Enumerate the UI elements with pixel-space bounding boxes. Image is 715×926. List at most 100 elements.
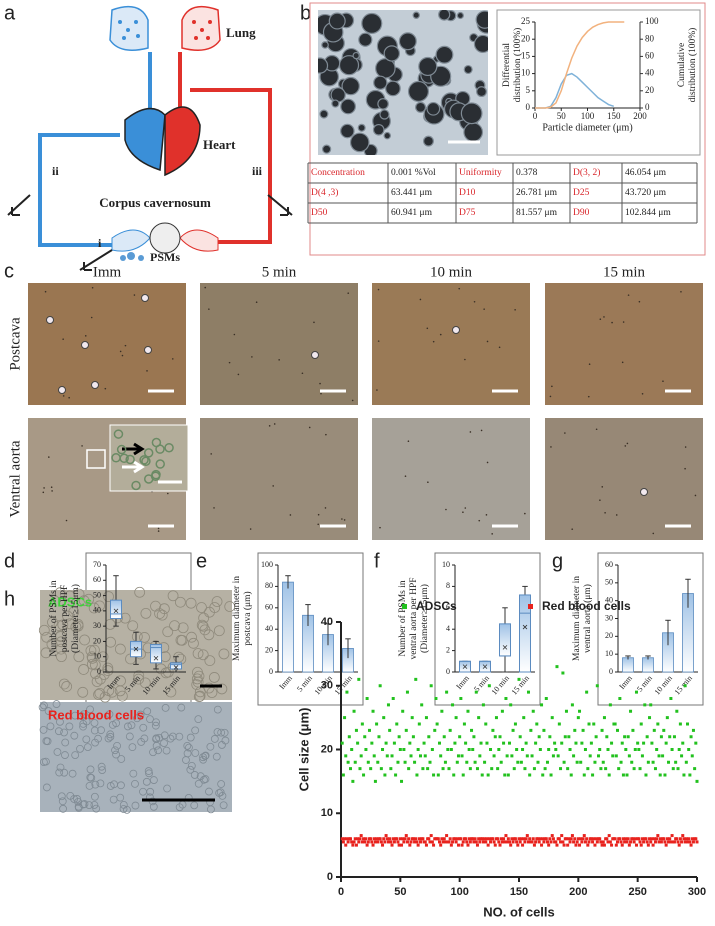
point [564, 709, 568, 713]
point [504, 834, 508, 838]
cell [53, 748, 62, 756]
point [665, 837, 669, 841]
cell [188, 637, 199, 649]
microsphere [361, 12, 383, 35]
texture [251, 356, 253, 358]
texture [599, 499, 601, 501]
texture [432, 340, 435, 343]
point [409, 754, 413, 758]
cell [55, 630, 67, 642]
point [576, 716, 580, 720]
y-tick-label: 40 [605, 595, 613, 604]
cell [192, 648, 204, 659]
point [531, 837, 535, 841]
y-axis-label: ventral aorta (μm) [582, 584, 593, 653]
cell [68, 606, 80, 618]
texture [81, 445, 83, 447]
point [640, 754, 644, 758]
point [436, 773, 440, 777]
legend-label: Red blood cells [542, 599, 631, 613]
point [537, 840, 541, 844]
point [606, 840, 610, 844]
cells [38, 586, 236, 814]
texture [44, 290, 47, 293]
point [344, 754, 348, 758]
point [572, 840, 576, 844]
point [611, 754, 615, 758]
point [354, 728, 358, 732]
cell [139, 455, 149, 465]
point [649, 840, 653, 844]
point [491, 728, 495, 732]
cell [206, 687, 218, 698]
point [413, 760, 417, 764]
texture [62, 338, 64, 340]
microsphere [321, 41, 329, 49]
cell [96, 779, 105, 788]
cell [143, 707, 152, 716]
point [432, 773, 436, 777]
cell [134, 586, 146, 598]
point [561, 671, 565, 675]
cell [42, 737, 51, 745]
point [551, 754, 555, 758]
point [675, 709, 679, 713]
y-axis-label: distribution (100%) [512, 28, 523, 103]
point [369, 837, 373, 841]
cell [183, 749, 192, 758]
panel-label: c [4, 260, 14, 282]
point [624, 748, 628, 751]
particle [311, 351, 319, 359]
microsphere [476, 86, 487, 98]
point [541, 773, 545, 777]
microsphere [383, 131, 392, 140]
point [354, 843, 358, 847]
point [363, 735, 367, 739]
point [411, 837, 415, 841]
microsphere [407, 80, 430, 102]
cell [193, 691, 205, 703]
y-tick-label: 4 [446, 624, 450, 633]
cell [149, 802, 158, 811]
cell [114, 643, 126, 655]
point [550, 834, 554, 838]
point [464, 837, 468, 841]
x-axis-label: Particle diameter (μm) [542, 122, 632, 133]
cell [116, 690, 128, 702]
image-label: Red blood cells [48, 707, 144, 722]
point [511, 840, 515, 844]
x-tick-label: Imm [277, 673, 294, 691]
cell [201, 752, 210, 760]
cell [217, 780, 226, 788]
cell [56, 717, 64, 726]
point [573, 728, 577, 732]
point [582, 773, 586, 777]
x-tick-label: 15 min [673, 674, 694, 697]
cell [151, 469, 161, 480]
cell [111, 746, 119, 755]
texture [427, 481, 429, 483]
texture [377, 340, 380, 342]
point [658, 837, 662, 841]
point [650, 837, 654, 841]
point [442, 837, 446, 841]
cell [124, 722, 132, 731]
inset-frame [496, 9, 701, 156]
cell [139, 787, 147, 796]
microsphere [330, 87, 346, 103]
point [473, 837, 477, 841]
label: Corpus cavernosum [99, 195, 211, 210]
point [445, 834, 449, 838]
x-tick-label: 200 [569, 886, 587, 898]
point [669, 697, 673, 700]
cell [133, 673, 144, 685]
cell [127, 620, 139, 632]
texture [524, 512, 526, 515]
y-axis-label: (Diameter≥15μm) [419, 584, 430, 653]
cell [141, 456, 151, 467]
point [465, 840, 469, 844]
point [532, 843, 536, 847]
cell [91, 676, 103, 687]
cell [116, 793, 125, 802]
point [613, 837, 617, 841]
